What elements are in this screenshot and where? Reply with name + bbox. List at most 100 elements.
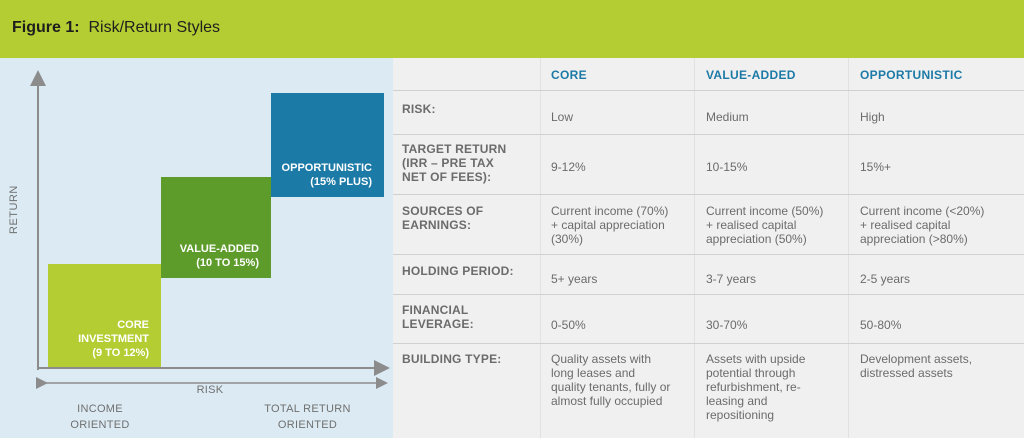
row-label-holding-period: HOLDING PERIOD: — [402, 264, 542, 278]
cell-line: Development assets, — [860, 352, 973, 366]
row-label-line: LEVERAGE: — [402, 317, 474, 331]
column-divider — [694, 58, 695, 438]
cell-line: refurbishment, re- — [706, 380, 801, 394]
column-header-value-added: VALUE-ADDED — [706, 68, 796, 82]
cell-risk-value-added: Medium — [706, 110, 852, 124]
cell-line: repositioning — [706, 408, 775, 422]
cell-line: Current income (70%) — [551, 204, 669, 218]
comparison-table: CORE VALUE-ADDED OPPORTUNISTIC RISK: Low… — [393, 58, 1024, 438]
cell-line: 30-70% — [706, 318, 748, 332]
core-box: CORE INVESTMENT (9 TO 12%) — [48, 264, 161, 367]
income-oriented-line-2: ORIENTED — [70, 419, 130, 431]
cell-line: long leases and — [551, 366, 636, 380]
cell-line: 10-15% — [706, 160, 748, 174]
cell-line: 9-12% — [551, 160, 586, 174]
row-divider — [393, 134, 1024, 135]
cell-sources-opportunistic: Current income (<20%) + realised capital… — [860, 204, 1006, 246]
cell-building-value-added: Assets with upside potential through ref… — [706, 352, 852, 422]
cell-line: Quality assets with — [551, 352, 652, 366]
core-box-line-2: INVESTMENT — [78, 333, 149, 345]
total-return-oriented-line-2: ORIENTED — [277, 419, 338, 431]
cell-line: appreciation (>80%) — [860, 232, 968, 246]
figure-title-text: Risk/Return Styles — [88, 19, 221, 36]
cell-line: almost fully occupied — [551, 394, 663, 408]
cell-line: leasing and — [706, 394, 768, 408]
row-label-line: SOURCES OF — [402, 204, 484, 218]
row-label-line: FINANCIAL — [402, 303, 469, 317]
income-oriented-line-1: INCOME — [77, 403, 123, 415]
row-label-line: NET OF FEES): — [402, 170, 492, 184]
cell-line: distressed assets — [860, 366, 953, 380]
total-return-oriented-line-1: TOTAL RETURN — [264, 403, 351, 415]
row-divider — [393, 294, 1024, 295]
cell-line: appreciation (50%) — [706, 232, 807, 246]
row-label-sources-of-earnings: SOURCES OF EARNINGS: — [402, 204, 542, 232]
value-added-box: VALUE-ADDED (10 TO 15%) — [161, 177, 271, 278]
cell-line: Medium — [706, 110, 749, 124]
cell-line: Low — [551, 110, 574, 124]
cell-line: Assets with upside — [706, 352, 806, 366]
row-label-line: BUILDING TYPE: — [402, 352, 502, 366]
column-divider — [848, 58, 849, 438]
cell-line: (30%) — [551, 232, 584, 246]
row-label-risk: RISK: — [402, 102, 542, 116]
cell-risk-core: Low — [551, 110, 697, 124]
row-label-line: TARGET RETURN — [402, 142, 507, 156]
row-label-financial-leverage: FINANCIAL LEVERAGE: — [402, 303, 542, 331]
core-box-line-1: CORE — [117, 319, 149, 331]
cell-sources-value-added: Current income (50%) + realised capital … — [706, 204, 852, 246]
row-label-line: RISK: — [402, 102, 436, 116]
cell-line: Current income (50%) — [706, 204, 824, 218]
cell-leverage-core: 0-50% — [551, 318, 697, 332]
opportunistic-box-line-1: OPPORTUNISTIC — [281, 162, 372, 174]
opportunistic-box-line-2: (15% PLUS) — [310, 176, 372, 188]
cell-target-return-opportunistic: 15%+ — [860, 160, 1006, 174]
figure-title: Figure 1: Risk/Return Styles — [12, 19, 220, 37]
column-divider — [540, 58, 541, 438]
cell-line: 2-5 years — [860, 272, 911, 286]
row-divider — [393, 343, 1024, 344]
cell-line: potential through — [706, 366, 796, 380]
cell-line: quality tenants, fully or — [551, 380, 671, 394]
cell-target-return-core: 9-12% — [551, 160, 697, 174]
figure-header: Figure 1: Risk/Return Styles — [0, 0, 1024, 58]
total-return-oriented-label: TOTAL RETURN ORIENTED — [250, 401, 365, 433]
cell-line: + capital appreciation — [551, 218, 665, 232]
cell-line: High — [860, 110, 885, 124]
cell-sources-core: Current income (70%) + capital appreciat… — [551, 204, 697, 246]
figure-label: Figure 1: — [12, 19, 80, 36]
cell-line: + realised capital — [706, 218, 797, 232]
row-divider — [393, 90, 1024, 91]
cell-risk-opportunistic: High — [860, 110, 1006, 124]
cell-leverage-value-added: 30-70% — [706, 318, 852, 332]
cell-building-opportunistic: Development assets, distressed assets — [860, 352, 1006, 380]
y-axis-label: RETURN — [8, 185, 20, 234]
column-header-opportunistic: OPPORTUNISTIC — [860, 68, 963, 82]
income-oriented-label: INCOME ORIENTED — [50, 401, 150, 433]
risk-return-diagram: RETURN CORE INVESTMENT (9 TO 12%) VALUE-… — [0, 58, 393, 438]
x-axis-label: RISK — [196, 384, 224, 396]
row-divider — [393, 254, 1024, 255]
cell-building-core: Quality assets with long leases and qual… — [551, 352, 697, 408]
cell-line: 3-7 years — [706, 272, 757, 286]
core-box-line-3: (9 TO 12%) — [92, 347, 149, 359]
row-divider — [393, 194, 1024, 195]
row-label-building-type: BUILDING TYPE: — [402, 352, 542, 366]
cell-holding-value-added: 3-7 years — [706, 272, 852, 286]
opportunistic-box: OPPORTUNISTIC (15% PLUS) — [271, 93, 384, 197]
cell-leverage-opportunistic: 50-80% — [860, 318, 1006, 332]
value-added-box-line-1: VALUE-ADDED — [179, 243, 259, 255]
cell-holding-core: 5+ years — [551, 272, 697, 286]
cell-line: 50-80% — [860, 318, 902, 332]
column-header-core: CORE — [551, 68, 587, 82]
cell-line: Current income (<20%) — [860, 204, 985, 218]
value-added-box-line-2: (10 TO 15%) — [196, 257, 259, 269]
cell-line: 5+ years — [551, 272, 598, 286]
row-label-target-return: TARGET RETURN (IRR – PRE TAX NET OF FEES… — [402, 142, 542, 184]
cell-line: + realised capital — [860, 218, 951, 232]
diagram-axes — [30, 70, 390, 389]
row-label-line: (IRR – PRE TAX — [402, 156, 494, 170]
cell-holding-opportunistic: 2-5 years — [860, 272, 1006, 286]
cell-line: 15%+ — [860, 160, 892, 174]
cell-target-return-value-added: 10-15% — [706, 160, 852, 174]
